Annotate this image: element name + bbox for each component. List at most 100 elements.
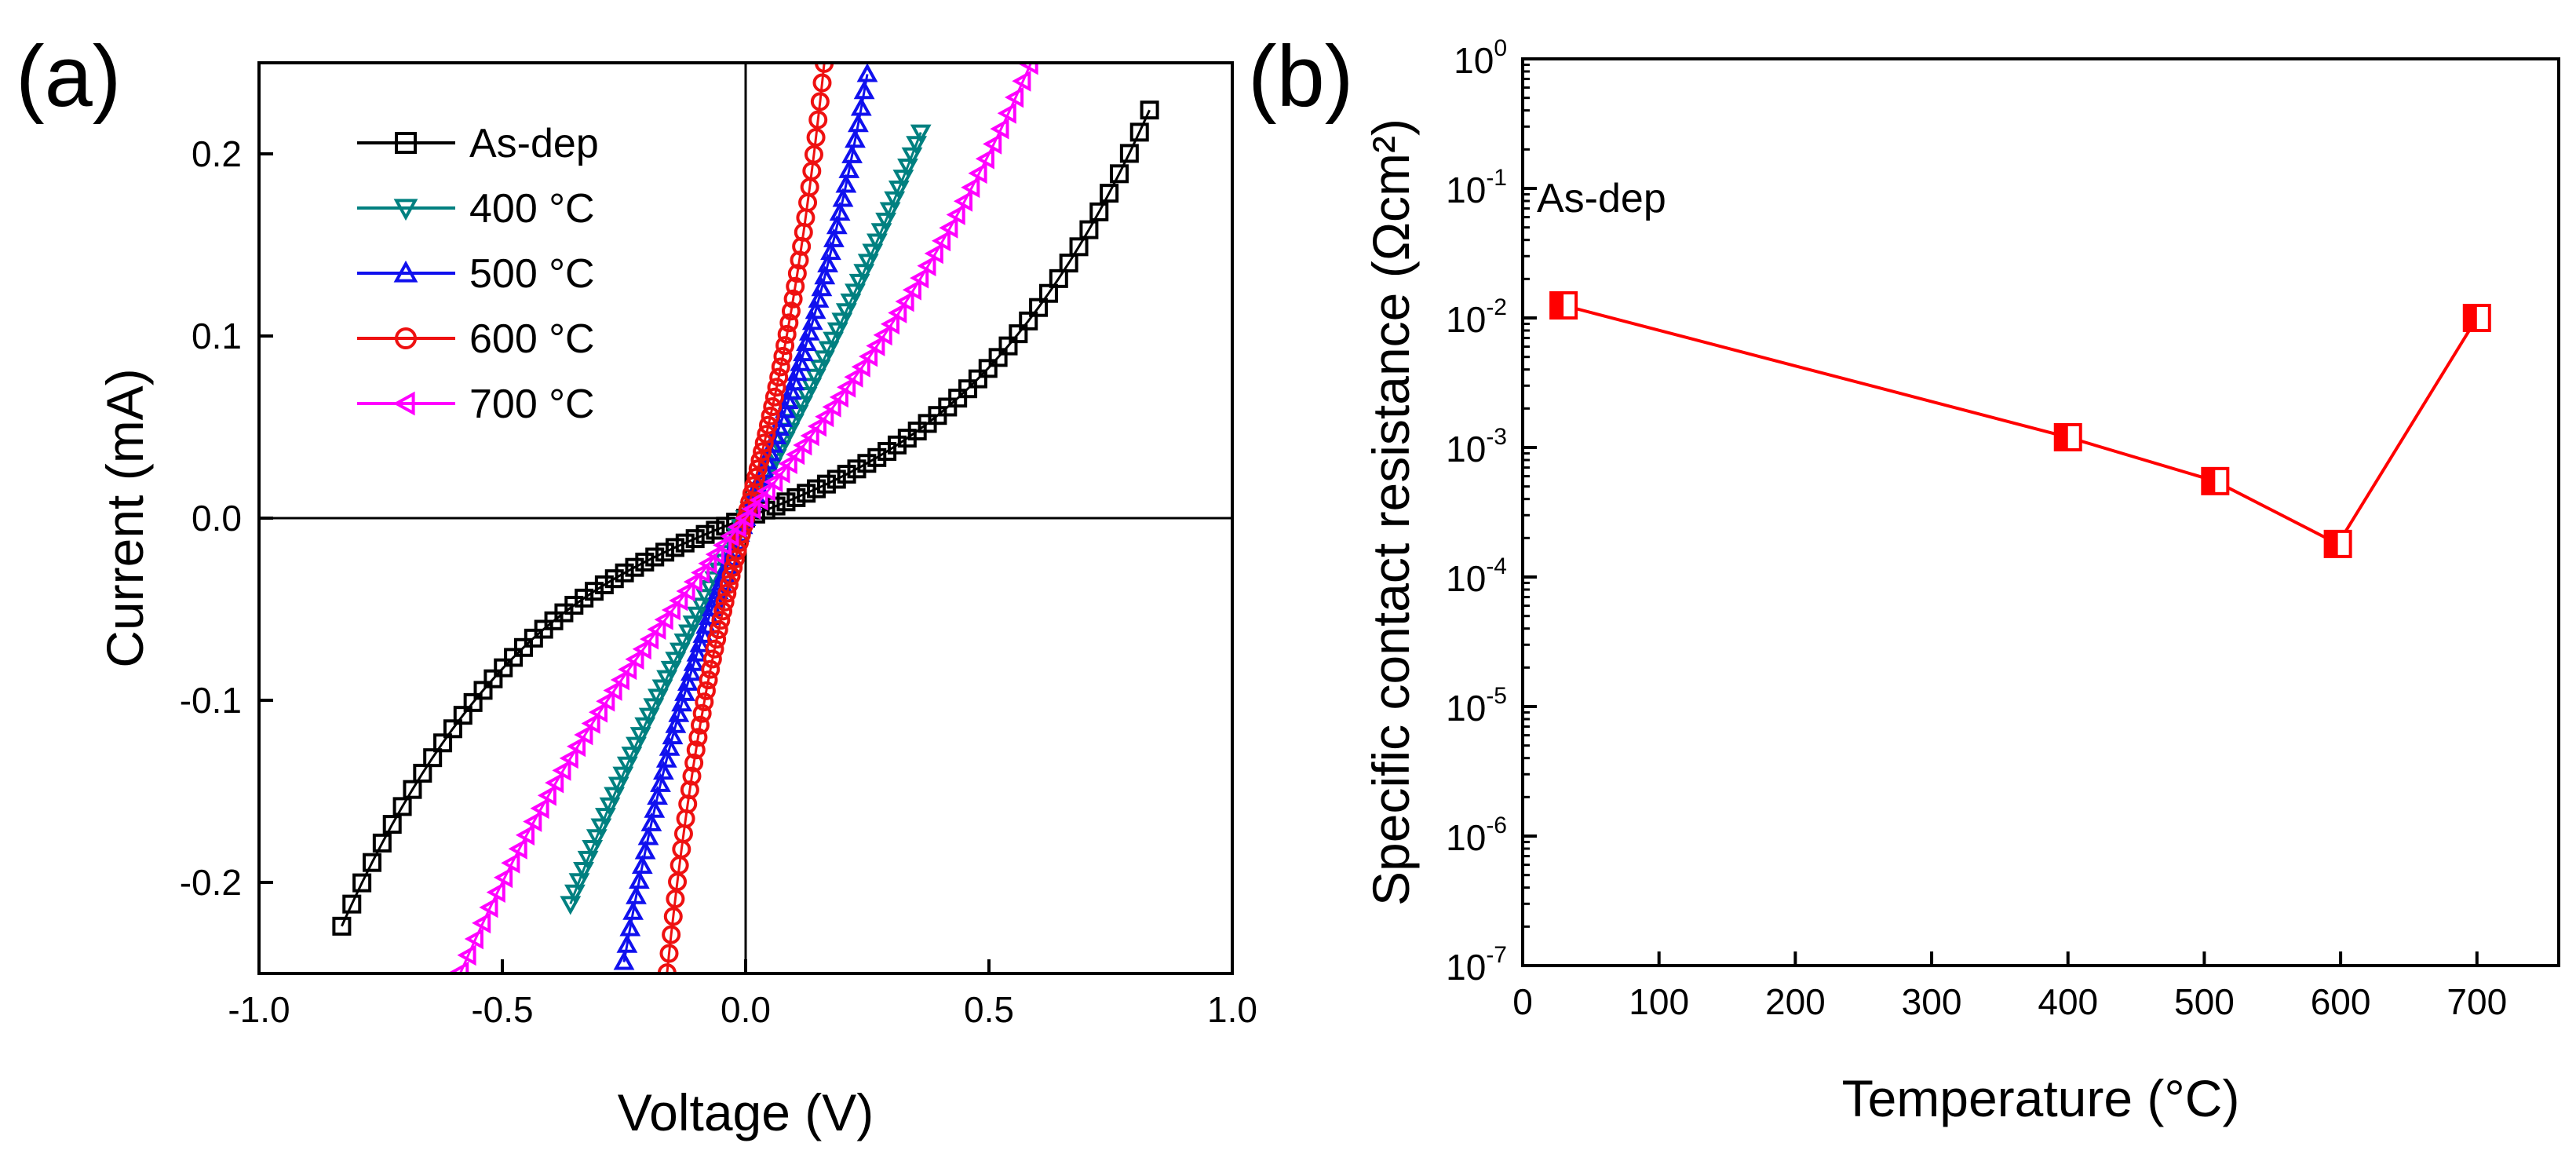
data-point	[990, 118, 1009, 140]
data-point	[566, 736, 586, 758]
data-point	[790, 250, 809, 270]
data-point	[666, 889, 685, 908]
data-point	[727, 517, 746, 538]
data-point	[953, 190, 972, 212]
data-point	[586, 829, 608, 849]
data-point	[615, 563, 634, 582]
data-point	[1089, 202, 1109, 221]
legend-marker	[393, 199, 418, 221]
panel-a-label: (a)	[16, 28, 121, 125]
data-point	[582, 840, 604, 860]
data-point	[675, 533, 695, 553]
data-point	[822, 396, 841, 418]
data-point	[906, 136, 927, 155]
data-point	[695, 524, 715, 544]
data-point	[810, 92, 830, 111]
data-point	[711, 611, 731, 630]
data-point	[748, 459, 768, 479]
legend-marker	[393, 260, 418, 283]
data-point	[783, 371, 805, 391]
data-point	[483, 669, 503, 688]
data-point	[820, 15, 836, 31]
legend-label: As-dep	[469, 121, 599, 166]
data-point	[867, 447, 887, 467]
data-point	[910, 124, 932, 144]
data-point	[845, 283, 866, 303]
data-point	[712, 535, 732, 556]
data-point	[777, 324, 797, 344]
data-point	[443, 719, 462, 739]
data-point	[552, 760, 571, 781]
data-point	[924, 243, 943, 265]
data-point	[2323, 529, 2352, 558]
data-point	[837, 376, 856, 398]
x-tick-label: 300	[1902, 981, 1962, 1022]
data-point	[657, 984, 673, 1000]
data-point	[472, 912, 491, 934]
x-axis-title-b: Temperature (°C)	[1842, 1069, 2240, 1127]
data-point	[1004, 86, 1024, 108]
data-point	[613, 951, 635, 970]
data-point	[639, 628, 659, 650]
data-point	[1059, 254, 1078, 273]
data-point	[988, 348, 1008, 367]
data-point	[771, 357, 790, 377]
data-point	[853, 80, 875, 100]
y-tick-label: 0.1	[192, 316, 242, 356]
data-point	[761, 406, 780, 425]
legend-item: 600 °C	[357, 316, 595, 362]
y-tick-label: 0.2	[192, 133, 242, 174]
data-point	[504, 648, 524, 667]
data-point	[719, 575, 739, 594]
data-point	[917, 255, 936, 276]
data-point	[568, 873, 590, 893]
data-point	[698, 553, 717, 575]
data-point	[661, 599, 680, 621]
legend-item: 500 °C	[357, 251, 595, 297]
data-point	[523, 811, 542, 832]
data-point	[537, 784, 556, 806]
y-tick-label: 0.0	[192, 498, 242, 539]
data-point	[626, 885, 647, 904]
data-point	[595, 808, 616, 827]
data-point	[663, 907, 683, 926]
legend-marker	[395, 132, 417, 154]
data-point	[403, 780, 422, 799]
data-point	[688, 728, 708, 747]
data-point	[676, 580, 695, 602]
y-tick-label: 10-1	[1446, 165, 1507, 210]
data-point	[680, 662, 702, 681]
y-tick-label: -0.2	[180, 862, 242, 903]
data-point	[866, 335, 885, 356]
y-tick-label: 10-5	[1446, 683, 1507, 729]
data-point	[746, 467, 766, 487]
data-point	[1012, 70, 1031, 92]
data-point	[446, 981, 460, 997]
plot-frame-b	[1521, 57, 2560, 967]
data-point	[599, 797, 621, 816]
data-point	[750, 451, 770, 470]
data-point	[669, 590, 688, 612]
data-point	[382, 815, 402, 834]
data-point	[463, 692, 483, 712]
data-point	[775, 336, 795, 356]
data-point	[851, 356, 870, 378]
data-point	[692, 703, 712, 723]
data-point	[501, 852, 520, 874]
data-point	[577, 850, 599, 871]
data-point	[1140, 100, 1159, 120]
data-point	[659, 944, 679, 963]
data-point	[413, 763, 432, 783]
data-point	[895, 290, 914, 312]
data-point	[637, 826, 659, 845]
x-tick-label: 1.0	[1207, 989, 1257, 1030]
y-tick-label: 100	[1454, 35, 1507, 81]
data-point	[608, 776, 629, 796]
data-point	[838, 159, 860, 178]
data-point	[850, 97, 872, 116]
iv-series-group	[332, 15, 1159, 1000]
legend-label: 700 °C	[469, 382, 595, 427]
data-point	[853, 264, 875, 283]
